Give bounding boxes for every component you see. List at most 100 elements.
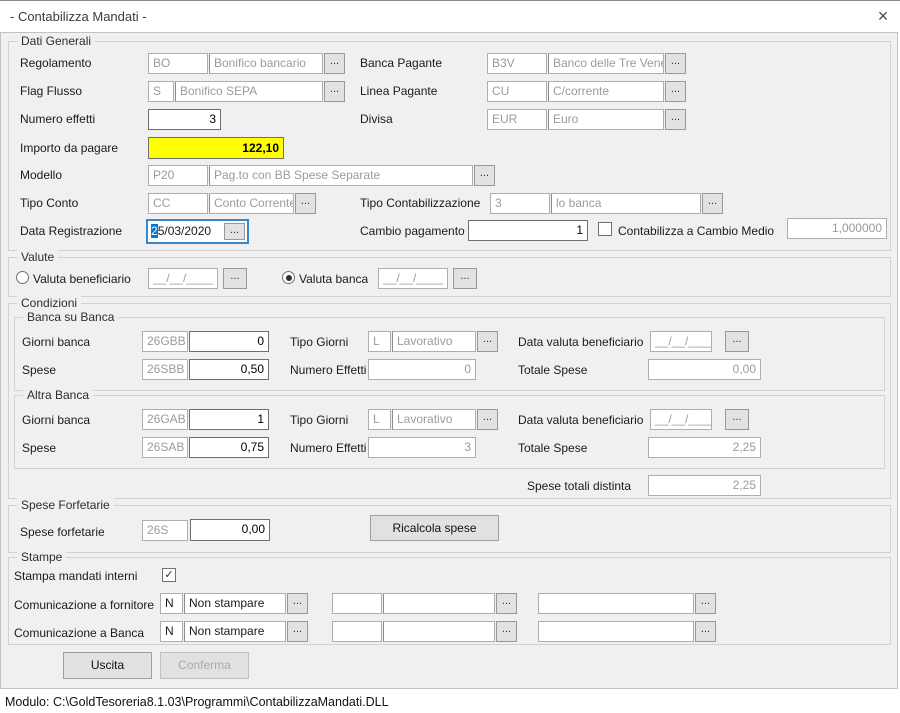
- comunicazione-banca-browse-button[interactable]: ...: [287, 621, 308, 642]
- tipo-contabilizzazione-desc-field[interactable]: lo banca: [551, 193, 701, 214]
- comunicazione-banca-code2-field[interactable]: [332, 621, 382, 642]
- ab-spese-field[interactable]: 0,75: [189, 437, 269, 458]
- group-title: Condizioni: [17, 296, 82, 310]
- cambio-medio-label: Contabilizza a Cambio Medio: [618, 224, 775, 238]
- flag-flusso-desc-field[interactable]: Bonifico SEPA: [175, 81, 323, 102]
- ab-data-valuta-browse-button[interactable]: ...: [725, 409, 749, 430]
- comunicazione-fornitore-code-field[interactable]: N: [160, 593, 183, 614]
- regolamento-code-field[interactable]: BO: [148, 53, 208, 74]
- data-registrazione-field[interactable]: 25/03/2020 ...: [146, 219, 249, 244]
- comunicazione-banca-desc-field[interactable]: Non stampare: [184, 621, 286, 642]
- numero-effetti-field[interactable]: 3: [148, 109, 221, 130]
- comunicazione-banca-desc2-field[interactable]: [383, 621, 495, 642]
- flag-flusso-browse-button[interactable]: ...: [324, 81, 345, 102]
- ab-spese-code-field[interactable]: 26SAB: [142, 437, 188, 458]
- stampa-mandati-interni-checkbox[interactable]: ✓: [162, 568, 176, 582]
- ab-tipo-giorni-label: Tipo Giorni: [290, 413, 349, 427]
- bsb-tipo-giorni-browse-button[interactable]: ...: [477, 331, 498, 352]
- tipo-conto-code-field[interactable]: CC: [148, 193, 208, 214]
- ab-tipo-giorni-code-field[interactable]: L: [368, 409, 391, 430]
- data-registrazione-browse-button[interactable]: ...: [224, 223, 245, 240]
- bsb-totale-spese-field[interactable]: 0,00: [648, 359, 761, 380]
- modello-code-field[interactable]: P20: [148, 165, 208, 186]
- divisa-label: Divisa: [360, 112, 393, 126]
- bsb-giorni-banca-code-field[interactable]: 26GBB: [142, 331, 188, 352]
- comunicazione-fornitore-browse3-button[interactable]: ...: [695, 593, 716, 614]
- comunicazione-fornitore-browse2-button[interactable]: ...: [496, 593, 517, 614]
- tipo-contabilizzazione-browse-button[interactable]: ...: [702, 193, 723, 214]
- modello-browse-button[interactable]: ...: [474, 165, 495, 186]
- comunicazione-fornitore-label: Comunicazione a fornitore: [14, 598, 155, 612]
- importo-da-pagare-field[interactable]: 122,10: [148, 137, 284, 159]
- bsb-numero-effetti-field[interactable]: 0: [368, 359, 476, 380]
- bsb-spese-field[interactable]: 0,50: [189, 359, 269, 380]
- ab-data-valuta-field[interactable]: __/__/____: [650, 409, 712, 430]
- regolamento-desc-field[interactable]: Bonifico bancario: [209, 53, 323, 74]
- comunicazione-banca-browse2-button[interactable]: ...: [496, 621, 517, 642]
- comunicazione-fornitore-desc2-field[interactable]: [383, 593, 495, 614]
- valuta-beneficiario-browse-button[interactable]: ...: [223, 268, 247, 289]
- data-registrazione-value: 25/03/2020: [151, 223, 211, 240]
- linea-pagante-code-field[interactable]: CU: [487, 81, 547, 102]
- group-condizioni: Condizioni: [8, 296, 891, 499]
- comunicazione-banca-browse3-button[interactable]: ...: [695, 621, 716, 642]
- modello-desc-field[interactable]: Pag.to con BB Spese Separate: [209, 165, 473, 186]
- bsb-data-valuta-field[interactable]: __/__/____: [650, 331, 712, 352]
- valuta-beneficiario-date-field[interactable]: __/__/____: [148, 268, 218, 289]
- bsb-tipo-giorni-code-field[interactable]: L: [368, 331, 391, 352]
- valuta-beneficiario-radio[interactable]: [16, 271, 29, 284]
- divisa-code-field[interactable]: EUR: [487, 109, 547, 130]
- tipo-contabilizzazione-code-field[interactable]: 3: [490, 193, 550, 214]
- comunicazione-banca-label: Comunicazione a Banca: [14, 626, 145, 640]
- data-registrazione-label: Data Registrazione: [20, 224, 123, 238]
- group-altra-banca: Altra Banca: [14, 388, 885, 469]
- flag-flusso-code-field[interactable]: S: [148, 81, 174, 102]
- spese-totali-distinta-field[interactable]: 2,25: [648, 475, 761, 496]
- ab-tipo-giorni-browse-button[interactable]: ...: [477, 409, 498, 430]
- bsb-giorni-banca-field[interactable]: 0: [189, 331, 269, 352]
- comunicazione-fornitore-extra-field[interactable]: [538, 593, 694, 614]
- bsb-tipo-giorni-desc-field[interactable]: Lavorativo: [392, 331, 476, 352]
- cambio-pagamento-field[interactable]: 1: [468, 220, 588, 241]
- group-title: Dati Generali: [17, 34, 96, 48]
- regolamento-browse-button[interactable]: ...: [324, 53, 345, 74]
- spese-forfetarie-code-field[interactable]: 26S: [142, 520, 188, 541]
- bsb-spese-code-field[interactable]: 26SBB: [142, 359, 188, 380]
- linea-pagante-browse-button[interactable]: ...: [665, 81, 686, 102]
- comunicazione-fornitore-code2-field[interactable]: [332, 593, 382, 614]
- divisa-desc-field[interactable]: Euro: [548, 109, 664, 130]
- group-title: Valute: [17, 250, 59, 264]
- bsb-data-valuta-browse-button[interactable]: ...: [725, 331, 749, 352]
- spese-forfetarie-field[interactable]: 0,00: [190, 519, 270, 541]
- group-title: Spese Forfetarie: [17, 498, 114, 512]
- valuta-banca-date-field[interactable]: __/__/____: [378, 268, 448, 289]
- tipo-conto-desc-field[interactable]: Conto Corrente: [209, 193, 294, 214]
- ricalcola-spese-button[interactable]: Ricalcola spese: [370, 515, 499, 541]
- banca-pagante-desc-field[interactable]: Banco delle Tre Vene: [548, 53, 664, 74]
- cambio-medio-field[interactable]: 1,000000: [787, 218, 887, 239]
- linea-pagante-desc-field[interactable]: C/corrente: [548, 81, 664, 102]
- tipo-conto-browse-button[interactable]: ...: [295, 193, 316, 214]
- cambio-medio-checkbox[interactable]: [598, 222, 612, 236]
- close-icon[interactable]: ×: [877, 6, 889, 26]
- uscita-button[interactable]: Uscita: [63, 652, 152, 679]
- ab-giorni-banca-label: Giorni banca: [22, 413, 91, 427]
- valuta-banca-label: Valuta banca: [299, 272, 369, 286]
- banca-pagante-code-field[interactable]: B3V: [487, 53, 547, 74]
- comunicazione-banca-extra-field[interactable]: [538, 621, 694, 642]
- ab-giorni-banca-field[interactable]: 1: [189, 409, 269, 430]
- group-spese-forfetarie: Spese Forfetarie: [8, 498, 891, 553]
- comunicazione-fornitore-browse-button[interactable]: ...: [287, 593, 308, 614]
- ab-numero-effetti-field[interactable]: 3: [368, 437, 476, 458]
- comunicazione-banca-code-field[interactable]: N: [160, 621, 183, 642]
- divisa-browse-button[interactable]: ...: [665, 109, 686, 130]
- ab-giorni-banca-code-field[interactable]: 26GAB: [142, 409, 188, 430]
- group-valute: Valute: [8, 250, 891, 297]
- valuta-banca-radio[interactable]: [282, 271, 295, 284]
- comunicazione-fornitore-desc-field[interactable]: Non stampare: [184, 593, 286, 614]
- conferma-button[interactable]: Conferma: [160, 652, 249, 679]
- valuta-banca-browse-button[interactable]: ...: [453, 268, 477, 289]
- ab-tipo-giorni-desc-field[interactable]: Lavorativo: [392, 409, 476, 430]
- ab-totale-spese-field[interactable]: 2,25: [648, 437, 761, 458]
- banca-pagante-browse-button[interactable]: ...: [665, 53, 686, 74]
